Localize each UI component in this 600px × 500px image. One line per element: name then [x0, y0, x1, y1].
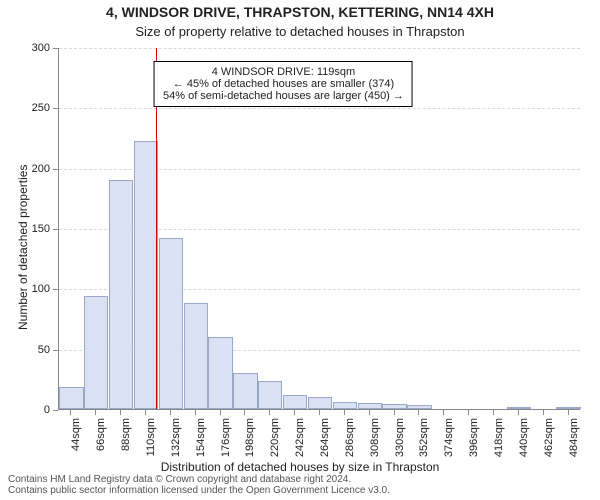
x-tick-mark: [145, 410, 146, 415]
histogram-bar: [358, 403, 382, 409]
x-tick-mark: [493, 410, 494, 415]
y-tick-label: 50: [0, 344, 50, 356]
y-tick-label: 250: [0, 102, 50, 114]
x-tick-mark: [344, 410, 345, 415]
x-tick-label: 110sqm: [145, 418, 157, 468]
histogram-bar: [208, 337, 232, 409]
x-tick-label: 286sqm: [344, 418, 356, 468]
footer-line-2: Contains public sector information licen…: [8, 485, 390, 496]
y-tick-mark: [53, 108, 58, 109]
x-tick-mark: [468, 410, 469, 415]
y-tick-mark: [53, 169, 58, 170]
x-tick-label: 132sqm: [170, 418, 182, 468]
x-tick-mark: [319, 410, 320, 415]
y-tick-mark: [53, 289, 58, 290]
x-tick-mark: [418, 410, 419, 415]
chart-title: 4, WINDSOR DRIVE, THRAPSTON, KETTERING, …: [0, 4, 600, 20]
x-tick-mark: [369, 410, 370, 415]
x-tick-label: 330sqm: [394, 418, 406, 468]
y-tick-mark: [53, 229, 58, 230]
x-tick-label: 154sqm: [195, 418, 207, 468]
y-tick-label: 150: [0, 223, 50, 235]
y-tick-mark: [53, 48, 58, 49]
plot-area: 4 WINDSOR DRIVE: 119sqm← 45% of detached…: [58, 48, 580, 410]
x-tick-label: 418sqm: [493, 418, 505, 468]
annotation-line-1: 4 WINDSOR DRIVE: 119sqm: [163, 66, 404, 78]
y-tick-label: 100: [0, 283, 50, 295]
x-tick-label: 44sqm: [70, 418, 82, 468]
gridline: [59, 108, 580, 109]
y-tick-label: 200: [0, 163, 50, 175]
chart-root: 4, WINDSOR DRIVE, THRAPSTON, KETTERING, …: [0, 0, 600, 500]
histogram-bar: [382, 404, 406, 409]
histogram-bar: [556, 407, 580, 409]
x-tick-label: 220sqm: [269, 418, 281, 468]
gridline: [59, 48, 580, 49]
x-tick-label: 352sqm: [418, 418, 430, 468]
histogram-bar: [159, 238, 183, 409]
chart-footer: Contains HM Land Registry data © Crown c…: [8, 474, 390, 496]
x-tick-mark: [195, 410, 196, 415]
x-tick-mark: [244, 410, 245, 415]
chart-subtitle: Size of property relative to detached ho…: [0, 24, 600, 39]
x-tick-mark: [70, 410, 71, 415]
x-tick-label: 264sqm: [319, 418, 331, 468]
y-axis-label: Number of detached properties: [16, 165, 30, 330]
histogram-bar: [184, 303, 208, 409]
histogram-bar: [507, 407, 531, 409]
histogram-bar: [109, 180, 133, 409]
histogram-bar: [308, 397, 332, 409]
x-tick-mark: [220, 410, 221, 415]
x-tick-mark: [394, 410, 395, 415]
annotation-line-3: 54% of semi-detached houses are larger (…: [163, 90, 404, 102]
x-tick-mark: [170, 410, 171, 415]
histogram-bar: [233, 373, 257, 409]
x-tick-label: 440sqm: [518, 418, 530, 468]
y-tick-label: 0: [0, 404, 50, 416]
annotation-line-2: ← 45% of detached houses are smaller (37…: [163, 78, 404, 90]
x-tick-label: 242sqm: [294, 418, 306, 468]
x-tick-label: 374sqm: [443, 418, 455, 468]
x-tick-label: 176sqm: [220, 418, 232, 468]
histogram-bar: [59, 387, 83, 409]
y-tick-mark: [53, 410, 58, 411]
x-tick-mark: [294, 410, 295, 415]
x-tick-label: 66sqm: [95, 418, 107, 468]
x-tick-label: 88sqm: [120, 418, 132, 468]
histogram-bar: [407, 405, 431, 409]
x-tick-mark: [95, 410, 96, 415]
x-tick-mark: [443, 410, 444, 415]
x-tick-mark: [120, 410, 121, 415]
y-tick-mark: [53, 350, 58, 351]
x-tick-mark: [269, 410, 270, 415]
x-tick-label: 396sqm: [468, 418, 480, 468]
histogram-bar: [283, 395, 307, 409]
x-tick-label: 198sqm: [244, 418, 256, 468]
footer-line-1: Contains HM Land Registry data © Crown c…: [8, 474, 390, 485]
x-tick-mark: [518, 410, 519, 415]
annotation-box: 4 WINDSOR DRIVE: 119sqm← 45% of detached…: [154, 61, 413, 107]
x-tick-mark: [543, 410, 544, 415]
histogram-bar: [134, 141, 158, 409]
x-tick-label: 308sqm: [369, 418, 381, 468]
histogram-bar: [84, 296, 108, 409]
x-tick-label: 484sqm: [568, 418, 580, 468]
x-tick-mark: [568, 410, 569, 415]
x-tick-label: 462sqm: [543, 418, 555, 468]
y-tick-label: 300: [0, 42, 50, 54]
histogram-bar: [333, 402, 357, 409]
histogram-bar: [258, 381, 282, 409]
